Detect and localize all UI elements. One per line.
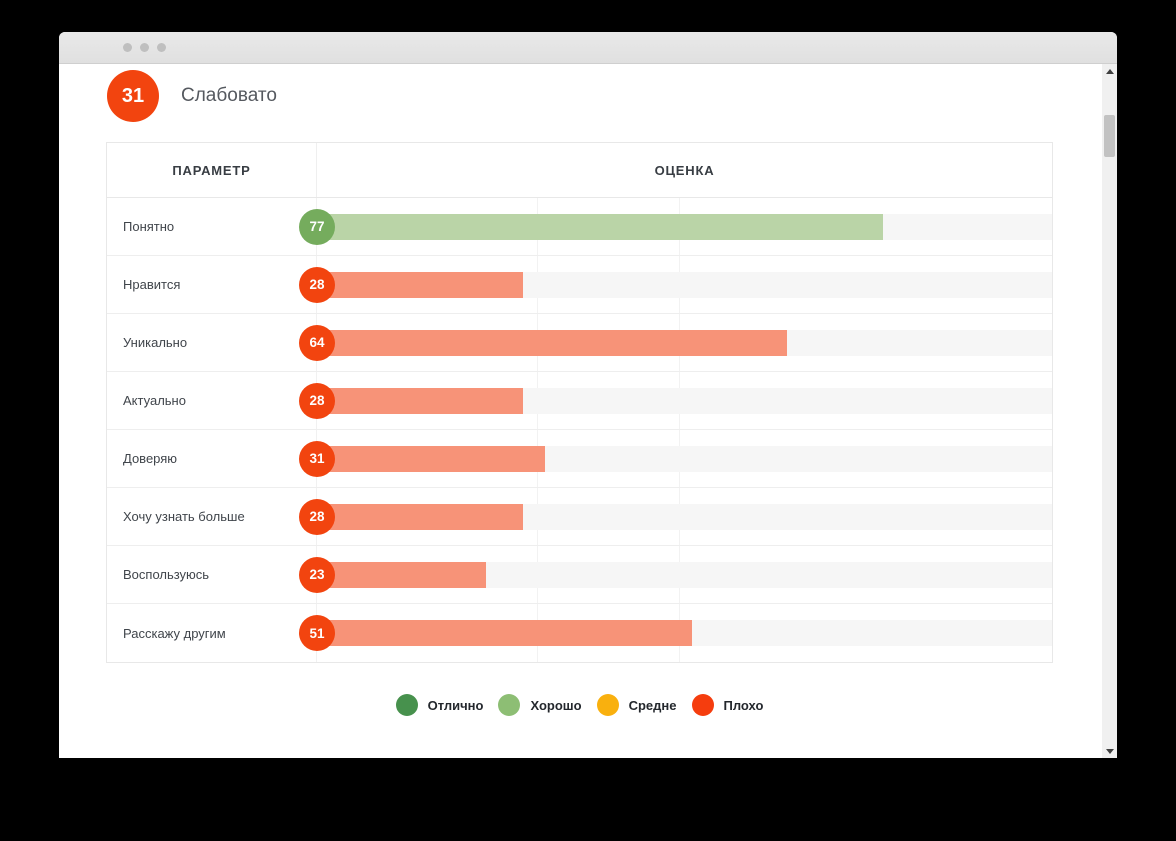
- table-row: Расскажу другим 51: [107, 604, 1052, 662]
- parameter-label: Расскажу другим: [107, 604, 317, 662]
- bar-track: [317, 620, 1052, 646]
- score-cell: 77: [299, 198, 1052, 255]
- bar-track: [317, 387, 1052, 414]
- table-row: Хочу узнать больше 28: [107, 488, 1052, 546]
- score-badge: 23: [299, 556, 335, 593]
- table-row: Актуально 28: [107, 372, 1052, 430]
- score-bar: [317, 561, 487, 588]
- browser-window: 31 Слабовато ПАРАМЕТР ОЦЕНКА Понятно 77 …: [59, 32, 1117, 758]
- bar-track: [317, 561, 1052, 588]
- parameter-label: Воспользуюсь: [107, 546, 317, 603]
- score-bar: [317, 329, 788, 356]
- legend-label: Хорошо: [530, 697, 582, 713]
- column-header-parameter: ПАРАМЕТР: [107, 143, 317, 197]
- window-maximize-icon[interactable]: [157, 43, 166, 52]
- score-badge: 51: [299, 615, 335, 651]
- table-row: Воспользуюсь 23: [107, 546, 1052, 604]
- score-cell: 64: [299, 314, 1052, 371]
- score-bar: [317, 503, 523, 530]
- legend-label: Отлично: [427, 697, 484, 713]
- score-bar: [317, 387, 523, 414]
- table-row: Уникально 64: [107, 314, 1052, 372]
- legend-average-dot-icon: [596, 694, 619, 716]
- overall-score-label: Слабовато: [181, 85, 277, 106]
- window-minimize-icon[interactable]: [140, 43, 149, 52]
- table-header-row: ПАРАМЕТР ОЦЕНКА: [107, 143, 1052, 198]
- scroll-up-icon[interactable]: [1102, 64, 1117, 78]
- score-badge: 28: [299, 266, 335, 303]
- score-bar: [317, 213, 883, 240]
- ratings-table: ПАРАМЕТР ОЦЕНКА Понятно 77 Нравится: [106, 142, 1053, 663]
- score-cell: 23: [299, 546, 1052, 603]
- legend-label: Средне: [628, 697, 677, 713]
- score-cell: 31: [299, 430, 1052, 487]
- bar-track: [317, 329, 1052, 356]
- legend-excellent-dot-icon: [395, 694, 418, 716]
- score-bar: [317, 271, 523, 298]
- bar-track: [317, 213, 1052, 240]
- legend-bad-dot-icon: [691, 694, 714, 716]
- window-titlebar: [59, 32, 1117, 64]
- score-bar: [317, 620, 692, 646]
- score-cell: 28: [299, 256, 1052, 313]
- overall-score-header: 31 Слабовато: [107, 70, 277, 122]
- window-close-icon[interactable]: [123, 43, 132, 52]
- legend-item-good: Хорошо: [498, 694, 582, 716]
- score-badge: 28: [299, 382, 335, 419]
- legend: Отлично Хорошо Средне Плохо: [106, 694, 1053, 716]
- bar-track: [317, 271, 1052, 298]
- legend-good-dot-icon: [498, 694, 521, 716]
- score-bar: [317, 445, 545, 472]
- score-badge: 64: [299, 324, 335, 361]
- score-badge: 28: [299, 498, 335, 535]
- parameter-label: Понятно: [107, 198, 317, 255]
- score-cell: 28: [299, 372, 1052, 429]
- parameter-label: Доверяю: [107, 430, 317, 487]
- parameter-label: Актуально: [107, 372, 317, 429]
- legend-item-excellent: Отлично: [395, 694, 484, 716]
- vertical-scrollbar[interactable]: [1102, 64, 1117, 758]
- column-header-score: ОЦЕНКА: [654, 162, 715, 178]
- page-content: 31 Слабовато ПАРАМЕТР ОЦЕНКА Понятно 77 …: [59, 64, 1102, 758]
- table-row: Нравится 28: [107, 256, 1052, 314]
- score-cell: 51: [299, 604, 1052, 662]
- bar-track: [317, 445, 1052, 472]
- table-row: Понятно 77: [107, 198, 1052, 256]
- score-cell: 28: [299, 488, 1052, 545]
- window-controls: [123, 32, 166, 63]
- parameter-label: Уникально: [107, 314, 317, 371]
- scroll-down-icon[interactable]: [1102, 744, 1117, 758]
- table-row: Доверяю 31: [107, 430, 1052, 488]
- overall-score-badge: 31: [107, 70, 159, 122]
- legend-label: Плохо: [723, 697, 764, 713]
- legend-item-average: Средне: [596, 694, 677, 716]
- score-badge: 31: [299, 440, 335, 477]
- parameter-label: Хочу узнать больше: [107, 488, 317, 545]
- legend-item-bad: Плохо: [691, 694, 764, 716]
- bar-track: [317, 503, 1052, 530]
- score-badge: 77: [299, 208, 335, 245]
- scrollbar-thumb[interactable]: [1104, 115, 1115, 157]
- parameter-label: Нравится: [107, 256, 317, 313]
